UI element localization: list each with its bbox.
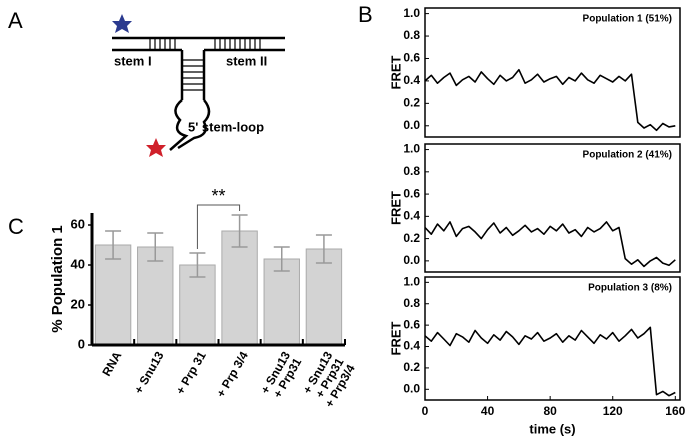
bar <box>305 248 343 346</box>
y-tick-label: 1.0 <box>403 142 420 156</box>
y-tick-label: 0.4 <box>403 73 420 87</box>
y-tick-label: 0.8 <box>403 296 420 310</box>
x-tick-label: 120 <box>603 404 623 418</box>
y-tick-label: 0.4 <box>403 209 420 223</box>
bar <box>221 230 258 346</box>
error-bar <box>147 232 164 262</box>
bar <box>137 246 174 346</box>
y-tick-label: 0.8 <box>403 28 420 42</box>
x-tick-label-line: RNA <box>99 349 124 379</box>
error-bar <box>189 252 206 278</box>
base-pairs <box>149 38 261 50</box>
plot-frame <box>424 143 681 273</box>
y-axis-label: FRET <box>388 191 403 225</box>
y-tick-label: 0.8 <box>403 164 420 178</box>
y-axis-label: FRET <box>388 55 403 89</box>
y-tick-label: 0.2 <box>403 96 420 110</box>
y-tick-label: 40 <box>71 256 85 271</box>
y-tick-label: 0.6 <box>403 51 420 65</box>
x-tick-label: + Snu13+ Prp31+ Prp3/4 <box>300 349 358 410</box>
y-tick-label: 0.2 <box>403 231 420 245</box>
y-tick-label: 0.0 <box>403 118 420 132</box>
annotation: Population 2 (41%) <box>583 150 672 161</box>
x-tick-label-line: + Prp 3/4 <box>214 349 251 400</box>
x-axis-label: time (s) <box>529 421 575 436</box>
error-bar <box>315 234 332 264</box>
diagram-label: 5' stem-loop <box>188 119 264 134</box>
y-tick-label: 0.4 <box>403 339 420 353</box>
trace <box>424 68 676 132</box>
y-tick-label: 0 <box>78 336 85 351</box>
y-tick-label: 0.6 <box>403 317 420 331</box>
diagram: A stem I stem II 5' stem-loop <box>8 8 285 157</box>
bar <box>263 258 300 346</box>
y-tick-label: 0.0 <box>403 253 420 267</box>
trace <box>424 326 676 397</box>
acceptor-star <box>146 138 166 157</box>
error-bar <box>273 246 290 272</box>
panel-label: A <box>8 8 23 33</box>
x-tick-label: 80 <box>543 404 557 418</box>
base-pairs <box>182 59 204 91</box>
x-tick-label: + Snu13 <box>131 349 166 396</box>
x-tick-label: + Prp 3/4 <box>214 349 251 400</box>
bar <box>94 244 132 346</box>
panel-label: B <box>358 2 373 27</box>
plot-frame <box>424 7 681 138</box>
annotation: Population 1 (51%) <box>583 14 672 25</box>
y-tick-label: 0.2 <box>403 360 420 374</box>
y-tick-label: 20 <box>71 296 85 311</box>
x-tick-label-line: + Snu13 <box>131 349 166 396</box>
y-tick-label: 0.6 <box>403 186 420 200</box>
diagram-label: stem I <box>114 53 152 68</box>
x-tick-label: 40 <box>481 404 495 418</box>
y-tick-label: 0.0 <box>403 381 420 395</box>
y-tick-label: 1.0 <box>403 275 420 289</box>
diagram-label: stem II <box>226 53 267 68</box>
error-bar <box>231 214 248 248</box>
y-tick-label: 1.0 <box>403 6 420 20</box>
x-tick-label: 160 <box>665 404 685 418</box>
y-tick-label: 60 <box>71 216 85 231</box>
x-tick-label: RNA <box>99 349 124 379</box>
donor-star <box>112 14 132 33</box>
x-tick-label: + Prp 31 <box>173 349 209 397</box>
error-bar <box>105 230 122 260</box>
panel-label: C <box>8 214 24 239</box>
trace <box>424 221 676 268</box>
significance-bracket <box>196 204 241 249</box>
plot-frame <box>424 276 681 401</box>
annotation: Population 3 (8%) <box>588 283 672 294</box>
y-axis-label: FRET <box>388 321 403 355</box>
loop <box>169 99 211 151</box>
y-axis-label: % Population 1 <box>49 225 66 333</box>
x-tick-label: 0 <box>422 404 429 418</box>
x-tick-label-line: + Prp 31 <box>173 349 209 397</box>
annotation: ** <box>211 186 225 206</box>
x-tick-label: + Snu13+ Prp31 <box>258 349 305 401</box>
